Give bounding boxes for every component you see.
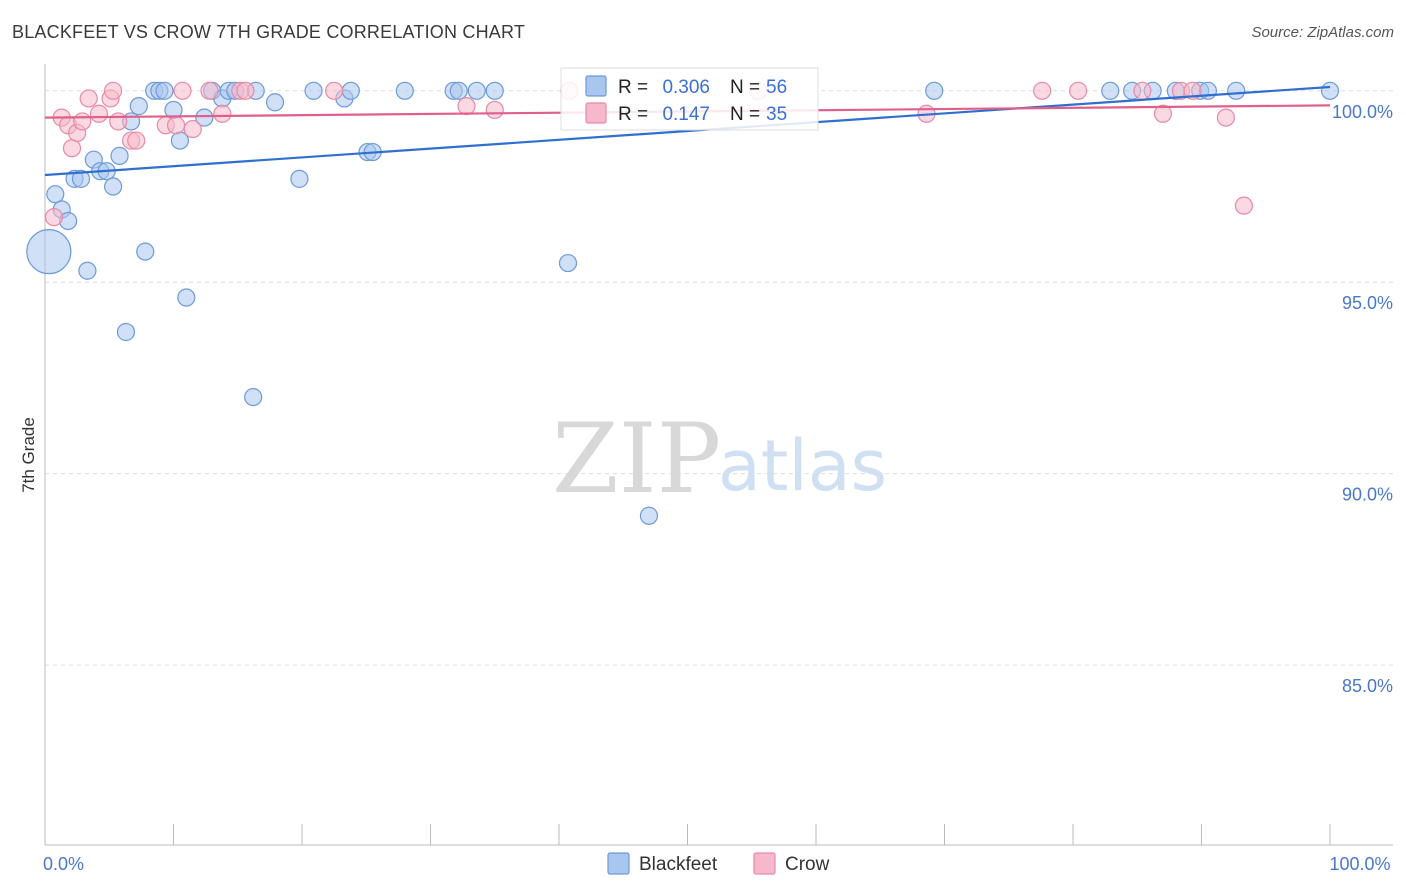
- crow-point: [485, 100, 504, 120]
- stats-n-value: 35: [766, 104, 787, 125]
- crow-point: [457, 97, 476, 116]
- x-tick-label: 100.0%: [1329, 854, 1390, 874]
- stats-n-label: N =: [730, 77, 760, 98]
- stats-box: R = 0.306 N = 56 R = 0.147 N = 35: [560, 67, 819, 131]
- crow-point: [127, 131, 146, 150]
- blackfeet-point: [26, 228, 72, 275]
- y-tick-label: 85.0%: [1342, 676, 1393, 696]
- blackfeet-point: [467, 81, 486, 100]
- crow-point: [62, 139, 82, 158]
- source-note: Source: ZipAtlas.com: [1251, 24, 1394, 41]
- blackfeet-stats-swatch: [585, 75, 607, 97]
- crow-point: [1153, 104, 1173, 123]
- watermark-zip: ZIP: [552, 403, 721, 515]
- x-tick-label: 0.0%: [43, 854, 84, 874]
- crow-point: [173, 81, 192, 100]
- blackfeet-point: [558, 253, 578, 273]
- watermark: ZIP atlas: [552, 403, 887, 515]
- axes: [44, 64, 1393, 846]
- blackfeet-point: [78, 261, 97, 280]
- blackfeet-point: [155, 81, 174, 100]
- y-tick-labels: 100.0% 95.0% 90.0% 85.0%: [1332, 102, 1393, 696]
- crow-point: [44, 208, 64, 227]
- crow-legend-label: Crow: [785, 854, 830, 875]
- stats-r-value: 0.147: [662, 104, 710, 125]
- blackfeet-point: [1320, 81, 1340, 100]
- crow-point: [1234, 196, 1254, 215]
- crow-point: [166, 116, 186, 135]
- crow-point: [79, 89, 98, 108]
- crow-point: [109, 112, 128, 131]
- stats-r-value: 0.306: [662, 77, 710, 98]
- watermark-atlas: atlas: [718, 425, 887, 507]
- blackfeet-point: [116, 322, 136, 342]
- crow-point: [213, 104, 232, 123]
- blackfeet-point: [244, 387, 263, 407]
- blackfeet-point: [1101, 81, 1120, 100]
- y-tick-label: 90.0%: [1342, 485, 1393, 505]
- y-tick-label: 100.0%: [1332, 102, 1393, 122]
- blackfeet-point: [304, 81, 323, 100]
- stats-r-label: R =: [618, 104, 648, 125]
- y-axis-title: 7th Grade: [19, 417, 38, 493]
- gridlines: [45, 90, 1393, 666]
- blackfeet-point: [925, 81, 944, 100]
- stats-r-label: R =: [618, 77, 648, 98]
- x-tick-labels: 0.0% 100.0%: [43, 854, 1391, 874]
- crow-stats-swatch: [585, 102, 607, 124]
- crow-point: [89, 104, 109, 123]
- blackfeet-point: [110, 146, 129, 165]
- crow-point: [1133, 81, 1152, 100]
- crow-point: [73, 112, 92, 131]
- blackfeet-point: [485, 81, 504, 100]
- blackfeet-point: [290, 169, 309, 188]
- crow-legend-swatch: [753, 852, 776, 875]
- crow-point: [104, 81, 123, 100]
- blackfeet-point: [449, 81, 468, 100]
- blackfeet-point: [177, 288, 196, 307]
- blackfeet-point: [395, 81, 414, 100]
- stats-n-value: 56: [766, 77, 787, 98]
- blackfeet-legend-swatch: [607, 852, 630, 875]
- blackfeet-trend-line: [44, 85, 1331, 177]
- blackfeet-point: [104, 177, 123, 196]
- blackfeet-point: [265, 93, 285, 112]
- crow-point: [1216, 108, 1236, 127]
- blackfeet-point: [195, 108, 214, 127]
- legend: Blackfeet Crow: [607, 852, 830, 875]
- blackfeet-point: [341, 81, 360, 100]
- blackfeet-point: [639, 506, 659, 525]
- crow-point: [200, 81, 219, 100]
- blackfeet-legend-label: Blackfeet: [639, 854, 718, 875]
- crow-point: [1033, 81, 1052, 100]
- blackfeet-point: [129, 97, 148, 116]
- crow-point: [236, 81, 255, 100]
- crow-point: [1069, 81, 1088, 100]
- stats-n-label: N =: [730, 104, 760, 125]
- blackfeet-point: [71, 169, 91, 188]
- blackfeet-point: [136, 242, 155, 261]
- crow-point: [183, 119, 202, 139]
- chart-title: BLACKFEET VS CROW 7TH GRADE CORRELATION …: [12, 22, 526, 42]
- y-tick-label: 95.0%: [1342, 293, 1393, 313]
- blackfeet-point: [1227, 81, 1246, 100]
- crow-point: [325, 81, 344, 100]
- blackfeet-point: [46, 185, 65, 204]
